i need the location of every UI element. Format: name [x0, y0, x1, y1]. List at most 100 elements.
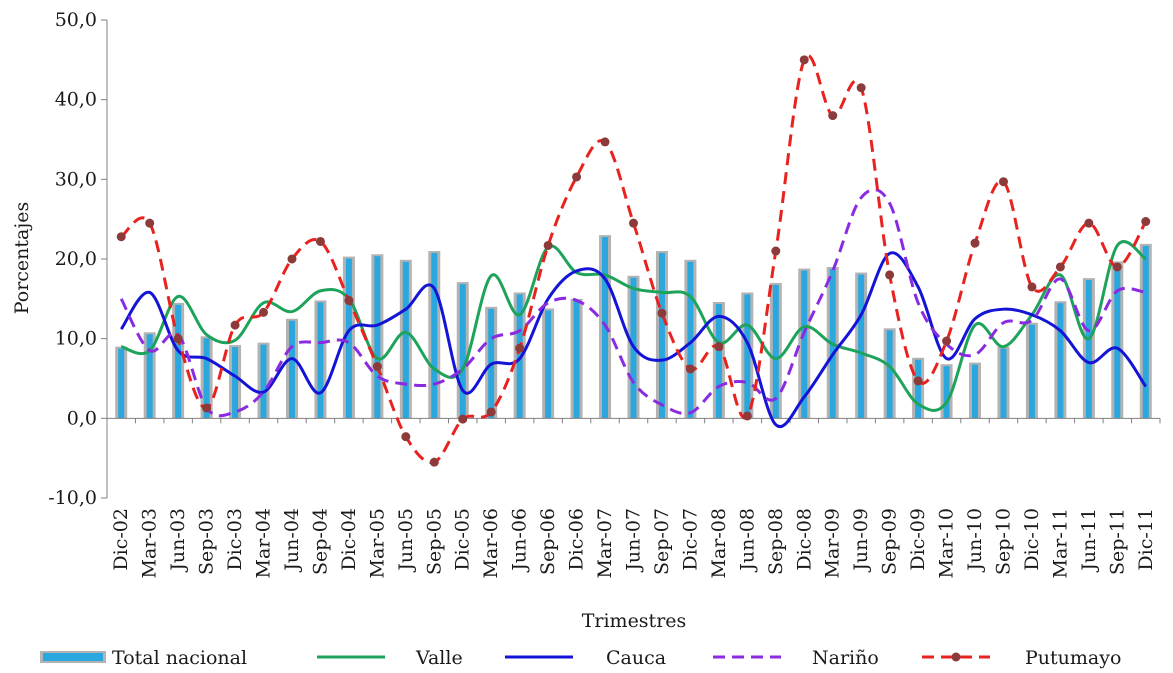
bar-total-nacional-fill	[972, 364, 979, 419]
x-tick-label: Dic-06	[566, 508, 588, 571]
point-putumayo	[629, 218, 638, 228]
y-tick-label: 20,0	[55, 248, 97, 270]
point-putumayo	[771, 246, 781, 256]
bar-total-nacional-fill	[146, 334, 153, 419]
x-tick-label: Jun-09	[850, 508, 872, 573]
x-tick-label: Sep-08	[765, 508, 787, 575]
bar-total-nacional-fill	[545, 310, 552, 419]
bar-total-nacional-fill	[402, 261, 409, 419]
point-putumayo	[515, 343, 525, 353]
x-tick-label: Mar-03	[139, 508, 161, 578]
line-narino	[119, 188, 1147, 418]
y-tick-label: 50,0	[55, 9, 97, 31]
point-putumayo	[145, 218, 155, 228]
bar-total-nacional-fill	[772, 284, 779, 419]
bar-total-nacional-fill	[858, 274, 865, 419]
bar-total-nacional-fill	[658, 253, 665, 419]
bar-total-nacional-fill	[459, 284, 466, 419]
x-tick-label: Dic-04	[338, 508, 360, 571]
bar-total-nacional-fill	[1085, 280, 1092, 419]
x-tick-label: Sep-07	[651, 508, 673, 575]
x-tick-label: Jun-06	[509, 508, 531, 573]
bars-layer	[115, 235, 1152, 419]
x-tick-label: Dic-05	[452, 508, 474, 571]
point-putumayo	[657, 308, 667, 318]
x-tick-label: Jun-04	[281, 508, 303, 573]
line-cauca	[119, 251, 1148, 429]
bar-total-nacional-fill	[431, 253, 438, 419]
y-tick-label: 10,0	[55, 328, 97, 350]
x-tick-label: Mar-11	[1049, 508, 1071, 578]
point-putumayo	[116, 232, 126, 242]
x-tick-label: Dic-09	[907, 508, 929, 571]
point-putumayo	[1112, 262, 1122, 272]
point-putumayo	[315, 236, 325, 246]
x-tick-label: Mar-07	[594, 508, 616, 578]
point-putumayo	[885, 270, 895, 280]
x-tick-label: Mar-10	[936, 508, 958, 578]
x-tick-label: Sep-04	[309, 508, 331, 575]
x-tick-label: Mar-09	[822, 508, 844, 578]
x-tick-label: Dic-11	[1135, 508, 1157, 571]
x-tick-label: Jun-05	[395, 508, 417, 573]
x-tick-label: Sep-10	[992, 508, 1014, 575]
point-putumayo	[230, 320, 240, 330]
point-putumayo	[344, 295, 354, 305]
bar-total-nacional-fill	[232, 347, 239, 419]
x-tick-label: Sep-05	[423, 508, 445, 575]
point-putumayo	[828, 111, 838, 121]
bar-total-nacional-fill	[288, 320, 295, 419]
x-tick-label: Mar-08	[708, 508, 730, 578]
point-putumayo	[600, 137, 610, 147]
bar-total-nacional-fill	[744, 294, 751, 419]
point-putumayo	[856, 83, 866, 93]
point-putumayo	[1055, 262, 1065, 272]
bar-total-nacional-fill	[715, 304, 722, 419]
x-tick-label: Mar-05	[366, 508, 388, 578]
x-tick-label: Mar-06	[480, 508, 502, 578]
bar-total-nacional-fill	[915, 359, 922, 419]
point-putumayo	[714, 342, 724, 352]
bar-total-nacional-fill	[1142, 245, 1149, 419]
legend-label-total-nacional: Total nacional	[112, 647, 247, 669]
point-putumayo	[942, 336, 952, 346]
bar-total-nacional-fill	[317, 302, 324, 419]
point-putumayo	[458, 414, 468, 424]
point-putumayo	[970, 238, 980, 248]
x-tick-label: Dic-07	[679, 508, 701, 571]
bar-total-nacional-fill	[1000, 348, 1007, 419]
legend-label-narino: Nariño	[812, 647, 879, 669]
point-putumayo	[429, 457, 439, 467]
x-tick-label: Jun-07	[623, 508, 645, 573]
lines-layer	[116, 54, 1151, 467]
bar-total-nacional-fill	[1057, 303, 1064, 419]
bar-total-nacional-fill	[1028, 324, 1035, 419]
x-tick-label: Mar-04	[253, 508, 275, 578]
y-tick-label: 40,0	[55, 89, 97, 111]
point-putumayo	[1027, 282, 1037, 292]
point-putumayo	[685, 364, 695, 374]
x-tick-label: Dic-02	[110, 508, 132, 571]
x-tick-label: Dic-08	[793, 508, 815, 571]
bar-total-nacional-fill	[118, 348, 125, 419]
x-tick-label: Dic-10	[1021, 508, 1043, 571]
x-tick-label: Jun-08	[736, 508, 758, 573]
bar-total-nacional-fill	[175, 304, 182, 419]
legend-label-cauca: Cauca	[606, 647, 666, 669]
legend-swatch-total-nacional-fill	[43, 653, 103, 661]
y-axis-title: Porcentajes	[11, 202, 33, 315]
x-tick-label: Jun-11	[1078, 508, 1100, 573]
point-putumayo	[1141, 217, 1151, 227]
bar-total-nacional-fill	[374, 256, 381, 419]
bar-total-nacional-fill	[345, 258, 352, 419]
x-tick-label: Sep-11	[1106, 508, 1128, 575]
point-putumayo	[202, 403, 212, 413]
x-tick-label: Sep-03	[196, 508, 218, 575]
x-tick-label: Dic-03	[224, 508, 246, 571]
bar-total-nacional-fill	[203, 338, 210, 419]
bar-total-nacional-fill	[573, 300, 580, 419]
y-tick-label: 30,0	[55, 168, 97, 190]
y-tick-label: 0,0	[67, 407, 97, 429]
line-valle	[120, 240, 1147, 412]
legend-marker-putumayo	[951, 652, 961, 662]
